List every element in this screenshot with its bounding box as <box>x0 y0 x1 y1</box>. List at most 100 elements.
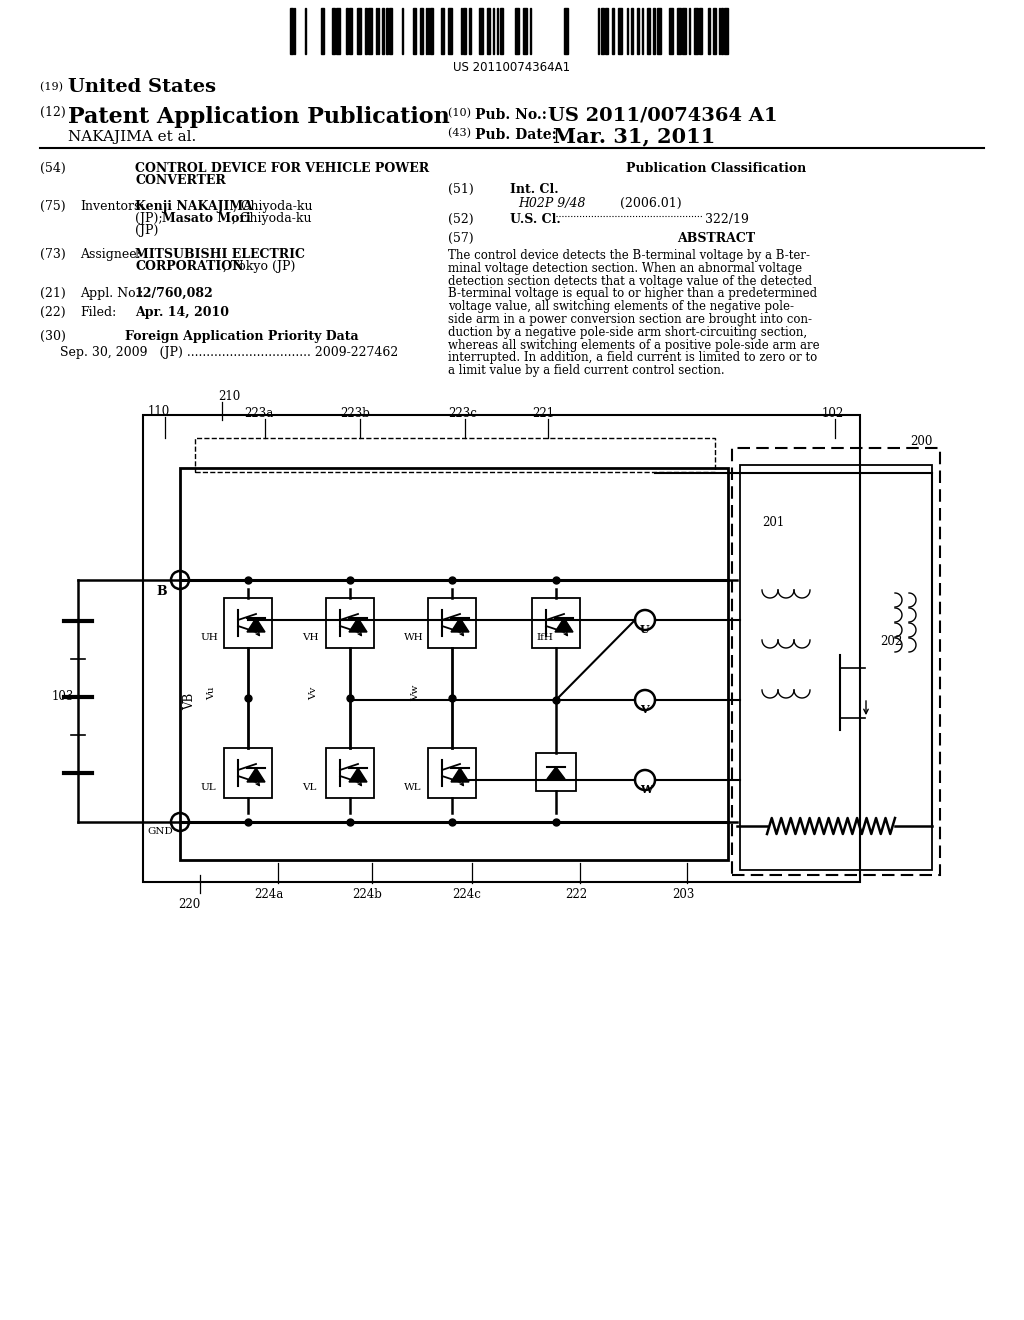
Bar <box>428 748 476 799</box>
Text: , Chiyoda-ku: , Chiyoda-ku <box>233 201 312 213</box>
Text: (54): (54) <box>40 162 66 176</box>
Bar <box>357 8 361 54</box>
Bar <box>336 8 340 54</box>
Text: , Tokyo (JP): , Tokyo (JP) <box>223 260 295 273</box>
Text: detection section detects that a voltage value of the detected: detection section detects that a voltage… <box>449 275 812 288</box>
Bar <box>647 8 650 54</box>
Text: 223c: 223c <box>449 407 477 420</box>
Polygon shape <box>247 768 265 781</box>
Text: 224a: 224a <box>254 888 284 902</box>
Bar <box>657 8 662 54</box>
Text: U.S. Cl.: U.S. Cl. <box>510 213 561 226</box>
Bar <box>669 8 673 54</box>
Text: H02P 9/48: H02P 9/48 <box>518 197 586 210</box>
Bar <box>740 465 932 870</box>
Bar <box>653 8 655 54</box>
Polygon shape <box>349 768 367 781</box>
Text: (19): (19) <box>40 82 67 92</box>
Bar <box>601 8 604 54</box>
Text: CORPORATION: CORPORATION <box>135 260 244 273</box>
Text: GND: GND <box>147 828 173 836</box>
Text: 224c: 224c <box>452 888 481 902</box>
Text: duction by a negative pole-side arm short-circuiting section,: duction by a negative pole-side arm shor… <box>449 326 807 339</box>
Bar <box>346 8 348 54</box>
Bar <box>195 438 715 473</box>
Polygon shape <box>547 767 565 779</box>
Text: Apr. 14, 2010: Apr. 14, 2010 <box>135 306 229 319</box>
Text: 220: 220 <box>178 898 201 911</box>
Text: (10): (10) <box>449 108 474 119</box>
Text: 221: 221 <box>532 407 554 420</box>
Text: WL: WL <box>404 783 422 792</box>
Bar <box>708 8 710 54</box>
Text: United States: United States <box>68 78 216 96</box>
Text: CONTROL DEVICE FOR VEHICLE POWER: CONTROL DEVICE FOR VEHICLE POWER <box>135 162 429 176</box>
Text: (JP);: (JP); <box>135 213 167 224</box>
Text: Vv: Vv <box>309 686 318 700</box>
Bar <box>332 8 335 54</box>
Bar <box>500 8 503 54</box>
Text: 202: 202 <box>880 635 902 648</box>
Text: IfH: IfH <box>536 634 553 642</box>
Text: Pub. No.:: Pub. No.: <box>475 108 552 121</box>
Text: Pub. Date:: Pub. Date: <box>475 128 557 143</box>
Text: The control device detects the B-terminal voltage by a B-ter-: The control device detects the B-termina… <box>449 249 810 261</box>
Bar <box>724 8 728 54</box>
Text: UL: UL <box>200 783 216 792</box>
Text: Patent Application Publication: Patent Application Publication <box>68 106 450 128</box>
Bar <box>321 8 324 54</box>
Text: (51): (51) <box>449 183 474 195</box>
Bar <box>441 8 444 54</box>
Text: a limit value by a field current control section.: a limit value by a field current control… <box>449 364 725 378</box>
Bar <box>463 8 466 54</box>
Text: 201: 201 <box>762 516 784 529</box>
Text: 223a: 223a <box>244 407 273 420</box>
Bar <box>143 414 860 882</box>
Text: VB: VB <box>183 693 197 710</box>
Text: 200: 200 <box>910 436 933 447</box>
Bar <box>721 8 723 54</box>
Text: U: U <box>640 624 649 635</box>
Text: Inventors:: Inventors: <box>80 201 144 213</box>
Text: NAKAJIMA et al.: NAKAJIMA et al. <box>68 129 197 144</box>
Text: (22): (22) <box>40 306 66 319</box>
Polygon shape <box>247 618 265 632</box>
Text: Vw: Vw <box>412 685 421 701</box>
Text: (73): (73) <box>40 248 66 261</box>
Text: 223b: 223b <box>340 407 370 420</box>
Bar <box>386 8 388 54</box>
Bar <box>428 598 476 648</box>
Text: VH: VH <box>302 634 318 642</box>
Bar <box>479 8 483 54</box>
Text: , Chiyoda-ku: , Chiyoda-ku <box>232 213 311 224</box>
Text: 103: 103 <box>52 690 75 704</box>
Bar <box>326 748 374 799</box>
Text: UH: UH <box>200 634 218 642</box>
Text: 210: 210 <box>218 389 241 403</box>
Text: B: B <box>156 585 167 598</box>
Text: (JP): (JP) <box>135 224 159 238</box>
Text: (21): (21) <box>40 286 66 300</box>
Polygon shape <box>451 768 469 781</box>
Text: (75): (75) <box>40 201 66 213</box>
Text: Appl. No.:: Appl. No.: <box>80 286 143 300</box>
Bar <box>413 8 416 54</box>
Bar <box>368 8 372 54</box>
Text: Int. Cl.: Int. Cl. <box>510 183 559 195</box>
Text: voltage value, all switching elements of the negative pole-: voltage value, all switching elements of… <box>449 300 794 313</box>
Bar <box>290 8 293 54</box>
Text: US 2011/0074364 A1: US 2011/0074364 A1 <box>548 106 777 124</box>
Text: Filed:: Filed: <box>80 306 117 319</box>
Bar <box>532 598 580 648</box>
Text: Sep. 30, 2009   (JP) ................................ 2009-227462: Sep. 30, 2009 (JP) .....................… <box>60 346 398 359</box>
Bar <box>326 598 374 648</box>
Bar <box>699 8 702 54</box>
Text: side arm in a power conversion section are brought into con-: side arm in a power conversion section a… <box>449 313 812 326</box>
Text: US 20110074364A1: US 20110074364A1 <box>454 61 570 74</box>
Text: V: V <box>640 704 648 715</box>
Text: Masato Mori: Masato Mori <box>162 213 251 224</box>
Bar <box>515 8 519 54</box>
Text: Foreign Application Priority Data: Foreign Application Priority Data <box>125 330 358 343</box>
Text: minal voltage detection section. When an abnormal voltage: minal voltage detection section. When an… <box>449 261 802 275</box>
Bar <box>224 748 272 799</box>
